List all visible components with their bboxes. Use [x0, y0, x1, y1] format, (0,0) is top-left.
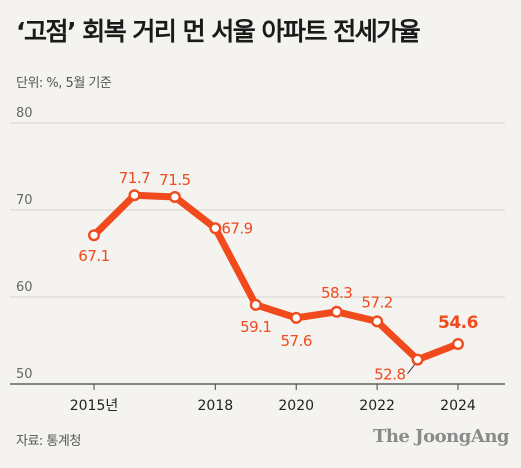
data-label: 71.5 [159, 171, 190, 189]
data-point [330, 305, 343, 318]
data-label: 71.7 [119, 169, 150, 187]
data-label: 52.8 [374, 366, 405, 384]
data-label: 59.1 [240, 318, 271, 336]
y-tick-label: 70 [16, 193, 33, 208]
data-label: 58.3 [321, 284, 352, 302]
series-line-group [87, 189, 465, 366]
data-label: 57.6 [281, 332, 312, 350]
grid-lines [10, 122, 505, 385]
brand-logo: The JoongAng [372, 426, 510, 447]
data-point [87, 229, 100, 242]
data-label: 67.1 [78, 247, 109, 265]
x-tick-label: 2022 [359, 398, 395, 414]
data-point [371, 315, 384, 328]
data-point [452, 337, 465, 350]
data-label: 67.9 [221, 219, 252, 237]
source-note: 자료: 통계청 [16, 434, 81, 449]
y-tick-label: 60 [16, 280, 33, 295]
y-tick-label: 80 [16, 106, 33, 121]
data-labels: 67.1 71.7 71.5 67.9 59.1 57.6 58.3 57.2 52.8 54.6 [78, 169, 478, 383]
unit-note: 단위: %, 5월 기준 [16, 76, 112, 91]
x-axis-ticks: 2015년 2018 2020 2022 2024 [70, 384, 476, 414]
data-label: 57.2 [361, 293, 392, 311]
chart-title: ‘고점’ 회복 거리 먼 서울 아파트 전세가율 [16, 17, 421, 46]
x-tick-label: 2024 [440, 398, 476, 414]
x-tick-label: 2015년 [70, 398, 119, 414]
data-point [249, 298, 262, 311]
data-point [209, 222, 222, 235]
x-tick-label: 2018 [198, 398, 234, 414]
y-tick-label: 50 [16, 367, 33, 382]
data-label: 54.6 [438, 313, 478, 333]
series-line [90, 191, 462, 364]
y-axis-ticks: 50 60 70 80 [16, 106, 33, 382]
data-point [411, 353, 424, 366]
label-leader-line [407, 364, 415, 374]
data-point [168, 190, 181, 203]
data-point [290, 311, 303, 324]
x-tick-label: 2020 [278, 398, 314, 414]
data-point [128, 189, 141, 202]
